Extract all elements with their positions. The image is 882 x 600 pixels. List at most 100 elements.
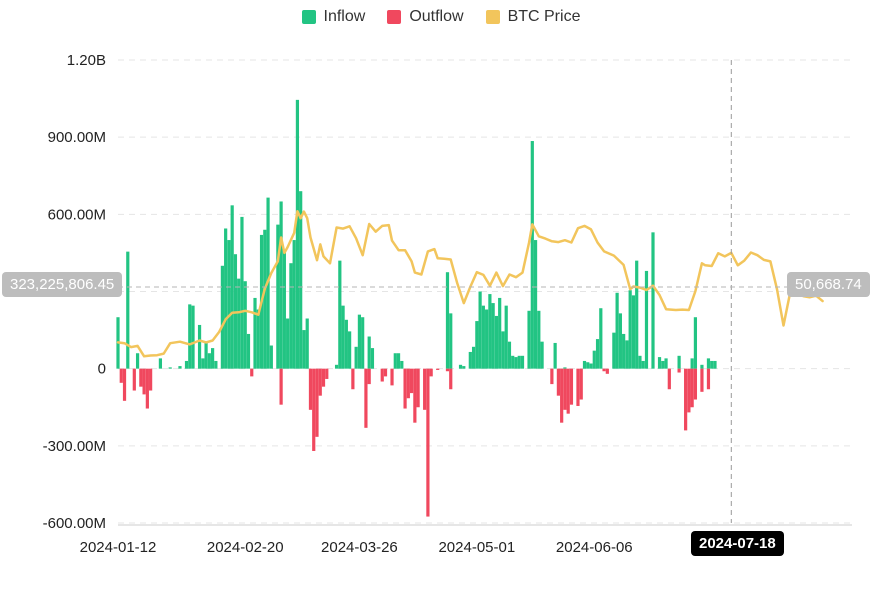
inflow-bar (295, 99, 300, 369)
x-tick-label: 2024-03-26 (321, 539, 398, 556)
outflow-bar (325, 368, 329, 379)
crosshair-flow-badge: 323,225,806.45 (2, 272, 123, 297)
crosshair-price-badge: 50,668.74 (787, 272, 870, 297)
outflow-bar (406, 368, 410, 399)
inflow-bar (338, 260, 342, 369)
inflow-bar (269, 345, 273, 369)
inflow-bar (644, 270, 649, 369)
inflow-bar (713, 360, 717, 369)
outflow-bar (426, 368, 430, 517)
btc-price-line (116, 209, 824, 358)
inflow-bar (282, 250, 286, 369)
outflow-bar (560, 368, 564, 423)
outflow-bar (351, 368, 355, 390)
inflow-bar (471, 346, 476, 369)
outflow-bar (449, 368, 453, 390)
outflow-bar (145, 368, 149, 409)
inflow-bar (592, 350, 596, 369)
inflow-bar (710, 360, 714, 369)
outflow-bar (142, 368, 146, 395)
outflow-bar (436, 368, 440, 370)
inflow-bar (370, 348, 375, 369)
outflow-bar (321, 368, 326, 387)
inflow-bar (612, 332, 616, 369)
outflow-bar (423, 368, 427, 410)
inflow-bar (211, 348, 215, 369)
inflow-bar (677, 355, 681, 369)
inflow-bar (256, 309, 260, 369)
inflow-bar (393, 353, 397, 369)
y-tick-label: 900.00M (48, 129, 106, 146)
inflow-bar (246, 333, 251, 369)
inflow-bar (207, 353, 211, 369)
outflow-bar (279, 368, 283, 405)
legend-item-inflow[interactable]: Inflow (301, 8, 365, 26)
inflow-bar (396, 353, 401, 369)
outflow-bar (566, 368, 570, 414)
inflow-bar (491, 303, 495, 369)
crosshair-date-badge: 2024-07-18 (691, 531, 784, 556)
inflow-bar (618, 313, 622, 369)
outflow-bar (445, 368, 450, 372)
legend-label-price: BTC Price (507, 8, 581, 25)
inflow-bar (243, 281, 247, 369)
price-swatch (485, 10, 500, 24)
inflow-bar (651, 232, 655, 369)
inflow-bar (582, 360, 587, 369)
outflow-bar (250, 368, 254, 377)
inflow-bar (334, 364, 339, 369)
inflow-bar (230, 205, 234, 369)
y-tick-label: -300.00M (43, 438, 106, 455)
outflow-bar (690, 368, 694, 408)
outflow-bar (403, 368, 407, 409)
outflow-bar (364, 368, 368, 428)
inflow-bar (367, 336, 371, 369)
x-tick-label: 2024-02-20 (207, 539, 284, 556)
inflow-bar (178, 366, 182, 369)
inflow-bar (305, 318, 309, 369)
outflow-bar (706, 368, 711, 390)
outflow-bar (550, 368, 554, 385)
outflow-bar (312, 368, 316, 451)
outflow-bar (132, 368, 136, 391)
legend: Inflow Outflow BTC Price (0, 8, 882, 26)
inflow-bar (289, 263, 293, 369)
inflow-bar (693, 317, 698, 369)
inflow-bar (527, 310, 531, 369)
inflow-bar (599, 308, 603, 369)
y-tick-label: 0 (98, 361, 106, 378)
inflow-bar (520, 355, 525, 369)
outflow-bar (556, 368, 560, 396)
inflow-bar (664, 358, 668, 369)
outflow-bar (687, 368, 691, 413)
inflow-bar (706, 358, 711, 369)
inflow-bar (468, 351, 472, 369)
inflow-bar (517, 355, 521, 369)
inflow-bar (449, 313, 453, 369)
inflow-bar (635, 260, 639, 369)
inflow-bar (530, 141, 534, 369)
outflow-bar (315, 368, 319, 437)
inflow-bar (197, 324, 202, 369)
outflow-bar (308, 368, 313, 410)
inflow-bar (615, 292, 619, 369)
inflow-bar (286, 318, 290, 369)
inflow-bar (135, 353, 140, 369)
inflow-bar (700, 364, 704, 369)
inflow-bar (589, 363, 593, 369)
inflow-bar (504, 305, 508, 369)
inflow-bar (628, 290, 632, 369)
inflow-bar (537, 310, 541, 369)
inflow-swatch (301, 10, 316, 24)
legend-item-outflow[interactable]: Outflow (387, 8, 464, 26)
inflow-bar (625, 340, 629, 369)
inflow-bar (563, 367, 567, 369)
legend-item-price[interactable]: BTC Price (485, 8, 581, 26)
outflow-bar (380, 368, 384, 382)
inflow-bar (237, 278, 241, 369)
inflow-bar (498, 297, 502, 369)
outflow-bar (605, 368, 609, 374)
inflow-bar (292, 240, 296, 369)
